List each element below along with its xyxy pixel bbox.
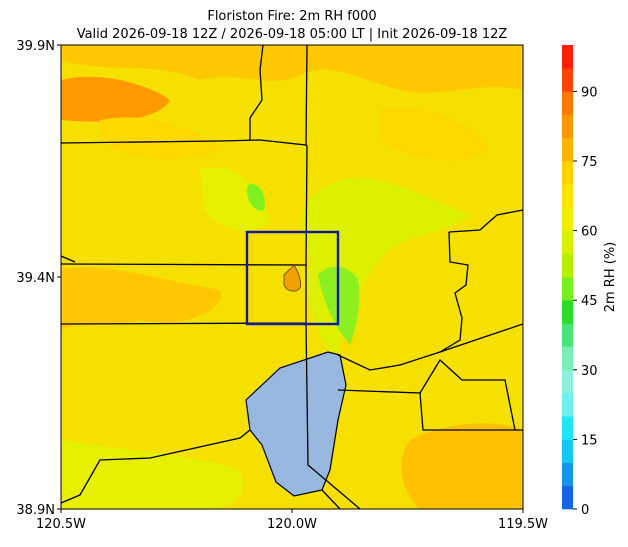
colorbar-segment xyxy=(562,137,573,162)
colorbar-label: 2m RH (%) xyxy=(603,242,618,313)
colorbar-segment xyxy=(562,462,573,487)
colorbar-tick-label: 75 xyxy=(581,155,598,170)
colorbar-segment xyxy=(562,91,573,115)
colorbar-tick-label: 30 xyxy=(581,364,598,379)
colorbar-segment xyxy=(562,416,573,440)
colorbar-segment xyxy=(562,485,573,510)
y-tick-label: 39.9N xyxy=(16,39,55,54)
colorbar-segment xyxy=(562,323,573,347)
title: Floriston Fire: 2m RH f000 xyxy=(207,9,376,24)
colorbar-segment xyxy=(562,45,573,69)
colorbar-segment xyxy=(562,393,573,417)
colorbar-segment xyxy=(562,207,573,231)
colorbar-tick-label: 45 xyxy=(581,294,598,309)
subtitle: Valid 2026-09-18 12Z / 2026-09-18 05:00 … xyxy=(77,27,508,42)
x-tick-label: 119.5W xyxy=(498,517,548,532)
x-tick-label: 120.0W xyxy=(267,517,317,532)
colorbar: 0 15 30 45 60 75 90 xyxy=(562,45,598,518)
colorbar-segment xyxy=(562,277,573,301)
colorbar-segment xyxy=(562,346,573,371)
colorbar-segment xyxy=(562,439,573,463)
colorbar-tick-label: 60 xyxy=(581,225,598,240)
rh-field xyxy=(61,45,523,509)
colorbar-segment xyxy=(562,300,573,324)
colorbar-segment xyxy=(562,369,573,394)
colorbar-tick-label: 15 xyxy=(581,433,598,448)
colorbar-segment xyxy=(562,230,573,255)
colorbar-tick-label: 0 xyxy=(581,503,589,518)
colorbar-segment xyxy=(562,114,573,139)
colorbar-segment xyxy=(562,161,573,185)
colorbar-segment xyxy=(562,184,573,208)
colorbar-segment xyxy=(562,68,573,92)
y-tick-label: 39.4N xyxy=(16,271,55,286)
colorbar-tick-label: 90 xyxy=(581,85,598,100)
y-tick-label: 38.9N xyxy=(16,503,55,518)
x-tick-label: 120.5W xyxy=(36,517,86,532)
colorbar-segment xyxy=(562,253,573,278)
